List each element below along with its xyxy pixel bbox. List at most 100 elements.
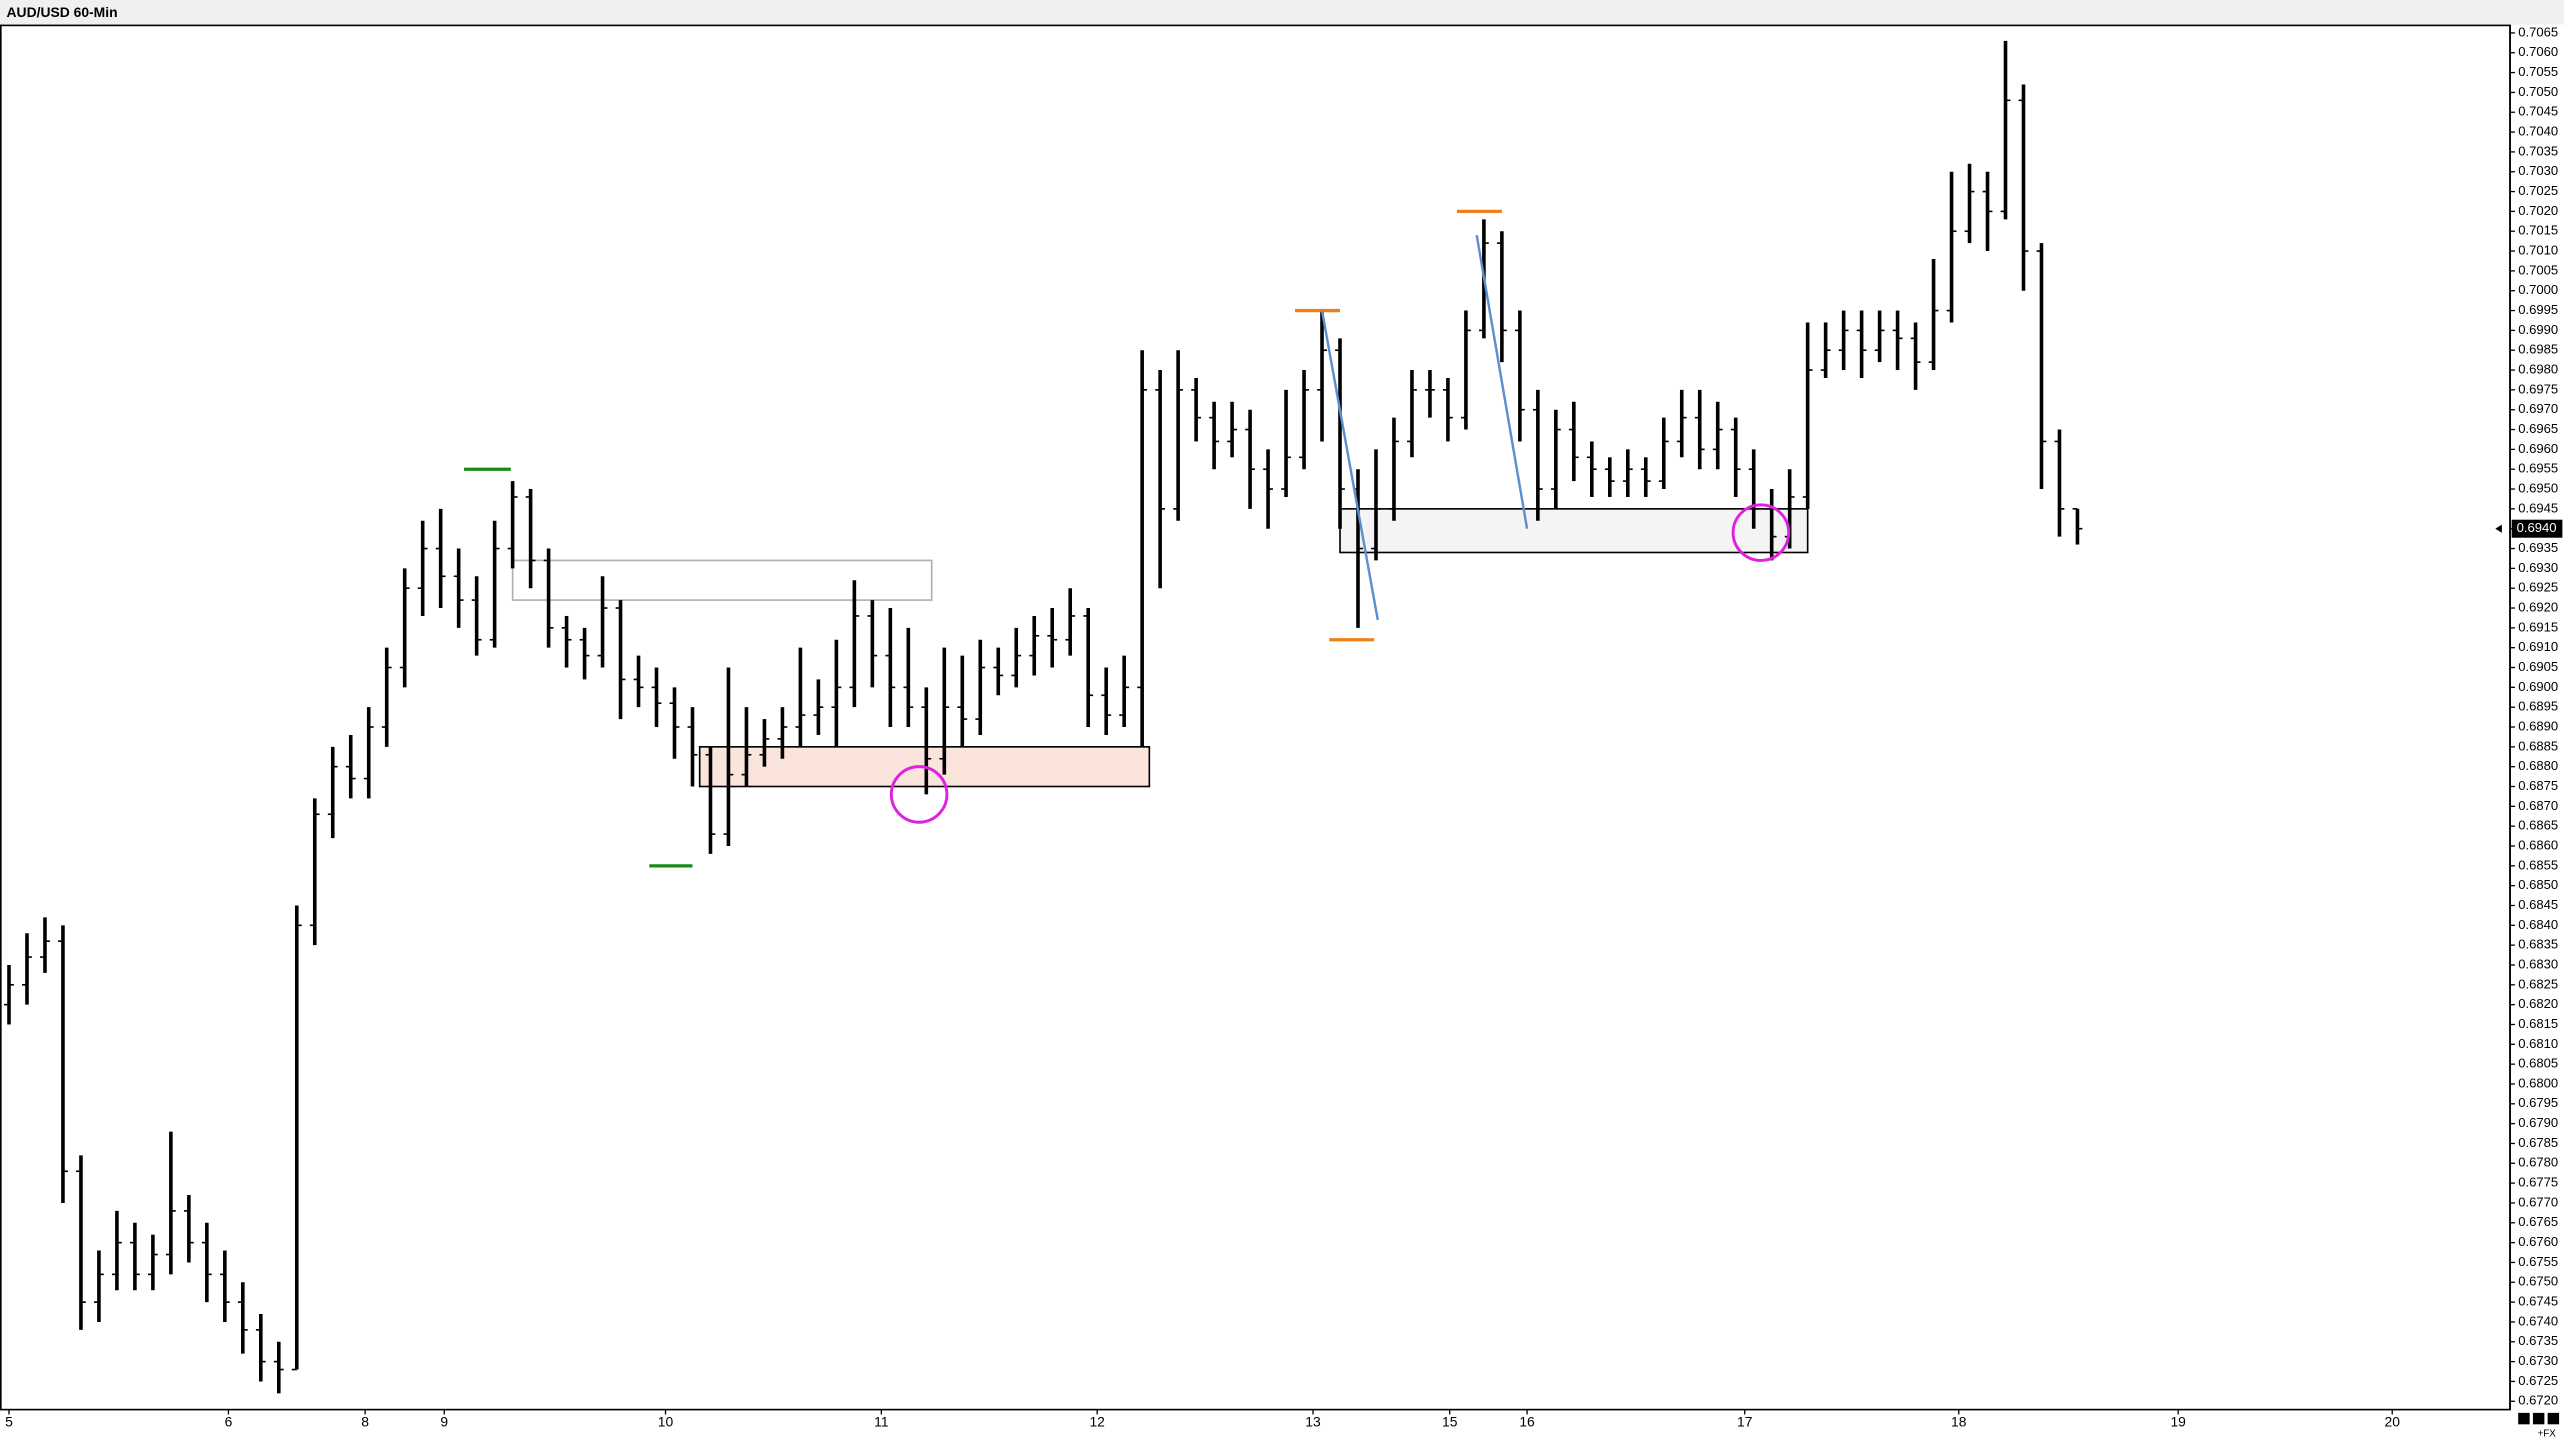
y-tick-label: 0.7005 <box>2518 262 2558 277</box>
x-tick-label: 15 <box>1442 1413 1458 1429</box>
y-tick-label: 0.6785 <box>2518 1135 2558 1150</box>
y-tick-label: 0.6820 <box>2518 996 2558 1011</box>
y-tick-label: 0.6825 <box>2518 976 2558 991</box>
y-tick-label: 0.6845 <box>2518 897 2558 912</box>
y-tick-label: 0.6980 <box>2518 361 2558 376</box>
footer-label: +FX <box>2538 1429 2557 1440</box>
y-tick-label: 0.6805 <box>2518 1056 2558 1071</box>
y-tick-label: 0.6860 <box>2518 837 2558 852</box>
y-tick-label: 0.6990 <box>2518 322 2558 337</box>
x-tick-label: 12 <box>1089 1413 1105 1429</box>
y-tick-label: 0.6755 <box>2518 1254 2558 1269</box>
y-tick-label: 0.6920 <box>2518 599 2558 614</box>
trend-line <box>1475 234 1529 529</box>
y-tick-label: 0.6970 <box>2518 401 2558 416</box>
y-tick-label: 0.6790 <box>2518 1115 2558 1130</box>
y-tick-label: 0.6850 <box>2518 877 2558 892</box>
icon-square <box>2532 1412 2545 1425</box>
y-tick-label: 0.6795 <box>2518 1095 2558 1110</box>
highlight-circle <box>1731 503 1791 562</box>
y-tick-label: 0.7000 <box>2518 282 2558 297</box>
y-tick-label: 0.6810 <box>2518 1036 2558 1051</box>
y-tick-label: 0.6935 <box>2518 540 2558 555</box>
y-tick-label: 0.6780 <box>2518 1155 2558 1170</box>
y-tick-label: 0.6725 <box>2518 1373 2558 1388</box>
y-tick-label: 0.7040 <box>2518 124 2558 139</box>
icon-square <box>2518 1412 2530 1425</box>
y-tick-label: 0.6855 <box>2518 857 2558 872</box>
zone <box>511 559 933 601</box>
y-tick-label: 0.6730 <box>2518 1353 2558 1368</box>
y-tick-label: 0.6865 <box>2518 818 2558 833</box>
last-price-box <box>2511 519 2563 538</box>
x-tick-label: 19 <box>2170 1413 2186 1429</box>
x-tick-label: 16 <box>1519 1413 1535 1429</box>
x-tick-label: 5 <box>5 1413 13 1429</box>
y-tick-label: 0.6740 <box>2518 1313 2558 1328</box>
y-tick-label: 0.6775 <box>2518 1175 2558 1190</box>
last-price-label: 0.6940 <box>2517 520 2557 535</box>
chart-title: AUD/USD 60-Min <box>7 4 118 20</box>
y-tick-label: 0.6915 <box>2518 619 2558 634</box>
y-tick-label: 0.6945 <box>2518 500 2558 515</box>
y-tick-label: 0.6830 <box>2518 956 2558 971</box>
y-tick-label: 0.6875 <box>2518 778 2558 793</box>
x-tick-label: 11 <box>874 1413 889 1429</box>
y-tick-label: 0.7055 <box>2518 64 2558 79</box>
zone <box>1339 508 1809 554</box>
highlight-circle <box>889 765 949 824</box>
y-tick-label: 0.6960 <box>2518 441 2558 456</box>
y-tick-label: 0.6905 <box>2518 659 2558 674</box>
y-tick-label: 0.6885 <box>2518 738 2558 753</box>
x-tick-label: 9 <box>440 1413 448 1429</box>
y-tick-label: 0.7060 <box>2518 44 2558 59</box>
y-tick-label: 0.6835 <box>2518 937 2558 952</box>
y-tick-label: 0.6735 <box>2518 1333 2558 1348</box>
y-tick-label: 0.7050 <box>2518 84 2558 99</box>
y-tick-label: 0.6800 <box>2518 1075 2558 1090</box>
y-tick-label: 0.6930 <box>2518 560 2558 575</box>
y-tick-label: 0.6770 <box>2518 1194 2558 1209</box>
y-tick-label: 0.7015 <box>2518 223 2558 238</box>
x-tick-label: 20 <box>2385 1413 2401 1429</box>
y-tick-label: 0.6880 <box>2518 758 2558 773</box>
y-tick-label: 0.6925 <box>2518 580 2558 595</box>
y-tick-label: 0.6750 <box>2518 1274 2558 1289</box>
x-tick-label: 6 <box>225 1413 233 1429</box>
y-tick-label: 0.6895 <box>2518 699 2558 714</box>
y-tick-label: 0.7035 <box>2518 143 2558 158</box>
y-tick-label: 0.7020 <box>2518 203 2558 218</box>
y-tick-label: 0.7010 <box>2518 243 2558 258</box>
y-tick-label: 0.6760 <box>2518 1234 2558 1249</box>
plot-area <box>0 24 2511 1411</box>
y-tick-label: 0.6720 <box>2518 1393 2558 1408</box>
y-tick-label: 0.7065 <box>2518 24 2558 39</box>
y-tick-label: 0.6965 <box>2518 421 2558 436</box>
y-tick-label: 0.7045 <box>2518 104 2558 119</box>
y-tick-label: 0.6900 <box>2518 679 2558 694</box>
y-tick-label: 0.6815 <box>2518 1016 2558 1031</box>
title-bar <box>0 0 2564 25</box>
y-tick-label: 0.6890 <box>2518 718 2558 733</box>
y-tick-label: 0.6995 <box>2518 302 2558 317</box>
icon-square <box>2547 1412 2560 1425</box>
y-tick-label: 0.6870 <box>2518 798 2558 813</box>
y-tick-label: 0.6840 <box>2518 917 2558 932</box>
y-tick-label: 0.6955 <box>2518 461 2558 476</box>
y-tick-label: 0.6910 <box>2518 639 2558 654</box>
y-tick-label: 0.7030 <box>2518 163 2558 178</box>
y-tick-label: 0.6745 <box>2518 1294 2558 1309</box>
trend-line <box>1320 310 1379 621</box>
x-tick-label: 18 <box>1951 1413 1967 1429</box>
last-price-arrow <box>2495 524 2502 533</box>
x-tick-label: 17 <box>1737 1413 1753 1429</box>
x-tick-label: 10 <box>658 1413 674 1429</box>
y-tick-label: 0.6950 <box>2518 480 2558 495</box>
y-tick-label: 0.6765 <box>2518 1214 2558 1229</box>
x-tick-label: 13 <box>1305 1413 1321 1429</box>
x-tick-label: 8 <box>361 1413 369 1429</box>
y-tick-label: 0.6985 <box>2518 342 2558 357</box>
y-tick-label: 0.6975 <box>2518 381 2558 396</box>
